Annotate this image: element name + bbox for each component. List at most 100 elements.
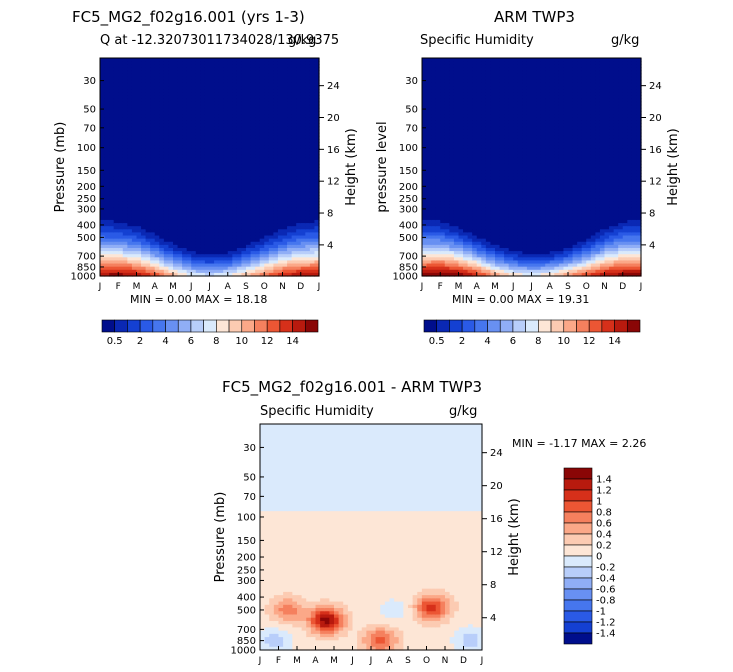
heatmap-cell	[109, 238, 115, 243]
heatmap-cell	[508, 98, 514, 103]
heatmap-cell	[449, 269, 455, 274]
heatmap-cell	[268, 179, 274, 184]
heatmap-cell	[291, 58, 297, 62]
heatmap-cell	[431, 235, 437, 240]
heatmap-cell	[109, 117, 115, 121]
heatmap-cell	[131, 123, 138, 128]
heatmap-cell	[435, 123, 441, 128]
heatmap-cell	[277, 163, 284, 168]
heatmap-cell	[264, 86, 270, 90]
heatmap-cell	[282, 70, 288, 75]
heatmap-cell	[163, 163, 170, 168]
heatmap-cell	[268, 92, 274, 96]
heatmap-cell	[458, 117, 464, 121]
heatmap-cell	[136, 185, 142, 190]
heatmap-cell	[517, 213, 523, 218]
heatmap-cell	[444, 247, 450, 252]
heatmap-cell	[182, 58, 188, 62]
heatmap-cell	[264, 229, 270, 233]
heatmap-cell	[504, 86, 510, 90]
heatmap-cell	[453, 101, 460, 106]
heatmap-cell	[259, 148, 265, 153]
heatmap-cell	[259, 157, 265, 162]
heatmap-cell	[422, 89, 428, 93]
heatmap-cell	[113, 167, 119, 171]
heatmap-cell	[227, 198, 233, 202]
heatmap-cell	[154, 86, 160, 90]
heatmap-cell	[182, 138, 188, 143]
heatmap-cell	[250, 151, 256, 156]
heatmap-cell	[440, 241, 446, 246]
heatmap-cell	[150, 86, 156, 90]
heatmap-cell	[440, 67, 446, 72]
heatmap-cell	[186, 157, 192, 162]
heatmap-cell	[145, 238, 151, 243]
heatmap-cell	[236, 216, 243, 221]
heatmap-cell	[305, 145, 311, 149]
heatmap-cell	[159, 173, 165, 177]
heatmap-cell	[118, 266, 124, 271]
heatmap-cell	[177, 58, 183, 62]
heatmap-cell	[282, 145, 288, 149]
heatmap-cell	[449, 260, 455, 265]
heatmap-cell	[458, 269, 464, 274]
heatmap-cell	[241, 195, 247, 199]
heatmap-cell	[209, 126, 215, 131]
heatmap-cell	[422, 226, 428, 230]
heatmap-cell	[287, 61, 293, 65]
heatmap-cell	[177, 254, 183, 258]
heatmap-cell	[255, 135, 261, 140]
heatmap-cell	[458, 76, 464, 81]
heatmap-cell	[232, 86, 238, 90]
heatmap-cell	[223, 263, 229, 268]
heatmap-cell	[191, 251, 197, 255]
heatmap-cell	[513, 260, 519, 265]
heatmap-cell	[136, 151, 142, 156]
heatmap-cell	[517, 198, 523, 202]
heatmap-cell	[232, 82, 238, 87]
heatmap-cell	[109, 260, 115, 265]
heatmap-cell	[186, 67, 192, 72]
heatmap-cell	[508, 67, 514, 72]
heatmap-cell	[264, 263, 270, 268]
heatmap-cell	[177, 247, 183, 252]
heatmap-cell	[241, 219, 247, 224]
heatmap-cell	[431, 58, 437, 62]
heatmap-cell	[113, 266, 119, 271]
heatmap-cell	[277, 70, 284, 75]
heatmap-cell	[177, 79, 183, 84]
heatmap-cell	[100, 142, 106, 146]
heatmap-cell	[141, 110, 147, 115]
heatmap-cell	[314, 157, 320, 162]
heatmap-cell	[127, 219, 133, 224]
heatmap-cell	[246, 263, 252, 268]
heatmap-cell	[291, 157, 297, 162]
heatmap-cell	[227, 61, 233, 65]
heatmap-cell	[136, 148, 142, 153]
heatmap-cell	[277, 64, 284, 68]
heatmap-cell	[485, 247, 492, 252]
heatmap-cell	[236, 179, 243, 184]
heatmap-cell	[296, 76, 302, 81]
heatmap-cell	[259, 167, 265, 171]
heatmap-cell	[291, 210, 297, 215]
heatmap-cell	[173, 92, 179, 96]
heatmap-cell	[504, 219, 510, 224]
heatmap-cell	[154, 188, 160, 193]
heatmap-cell	[440, 198, 446, 202]
heatmap-cell	[223, 241, 229, 246]
heatmap-cell	[504, 73, 510, 78]
heatmap-cell	[127, 145, 133, 149]
heatmap-cell	[467, 157, 473, 162]
heatmap-cell	[159, 64, 165, 68]
heatmap-cell	[150, 198, 156, 202]
heatmap-cell	[517, 207, 523, 212]
heatmap-cell	[481, 219, 487, 224]
heatmap-cell	[195, 207, 201, 212]
heatmap-cell	[141, 151, 147, 156]
heatmap-cell	[200, 272, 206, 277]
heatmap-cell	[109, 154, 115, 159]
heatmap-cell	[309, 89, 316, 93]
heatmap-cell	[481, 135, 487, 140]
heatmap-cell	[127, 191, 133, 196]
